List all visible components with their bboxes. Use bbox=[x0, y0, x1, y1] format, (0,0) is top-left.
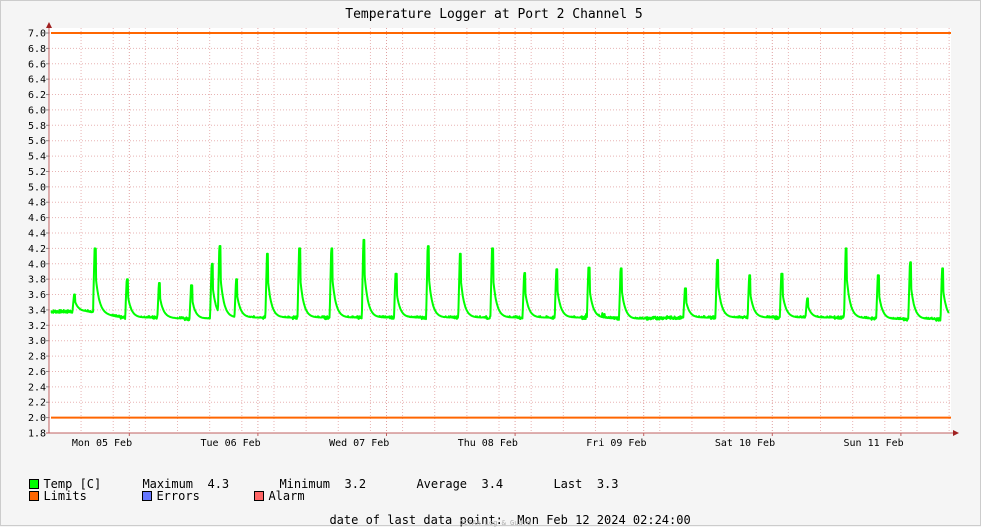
temp-swatch bbox=[29, 479, 40, 489]
watermark-text: OCTAA Log & Guard bbox=[459, 519, 532, 527]
y-tick-label: 4.8 bbox=[28, 198, 46, 209]
y-tick-label: 2.0 bbox=[28, 413, 46, 424]
x-tick-label: Sun 11 Feb bbox=[843, 438, 903, 449]
y-tick-label: 5.2 bbox=[28, 167, 46, 178]
y-tick-label: 5.0 bbox=[28, 182, 46, 193]
x-tick-label: Tue 06 Feb bbox=[200, 438, 260, 449]
y-tick-label: 5.8 bbox=[28, 121, 46, 132]
y-tick-label: 4.6 bbox=[28, 213, 46, 224]
limit-lines bbox=[51, 32, 951, 419]
y-tick-label: 6.6 bbox=[28, 59, 46, 70]
legend-avg-value: 3.4 bbox=[481, 477, 504, 491]
y-tick-label: 5.4 bbox=[28, 152, 46, 163]
x-tick-label: Fri 09 Feb bbox=[586, 438, 646, 449]
legend-max: Maximum 4.3 bbox=[128, 463, 229, 491]
y-tick-label: 6.0 bbox=[28, 105, 46, 116]
x-tick-label: Wed 07 Feb bbox=[329, 438, 389, 449]
legend-max-value: 4.3 bbox=[207, 477, 230, 491]
y-tick-label: 2.2 bbox=[28, 398, 46, 409]
errors-swatch bbox=[142, 491, 153, 501]
legend-min: Minimum 3.2 bbox=[265, 463, 366, 491]
y-tick-label: 6.4 bbox=[28, 75, 46, 86]
y-tick-label: 3.2 bbox=[28, 321, 46, 332]
plot-area bbox=[49, 28, 951, 433]
y-tick-label: 2.6 bbox=[28, 367, 46, 378]
legend-min-label: Minimum bbox=[279, 477, 331, 491]
y-tick-label: 4.4 bbox=[28, 229, 46, 240]
y-tick-label: 3.0 bbox=[28, 336, 46, 347]
last-data-point: date of last data point: Mon Feb 12 2024… bbox=[315, 499, 691, 527]
axes bbox=[46, 22, 959, 436]
y-tick-label: 4.2 bbox=[28, 244, 46, 255]
y-tick-label: 6.2 bbox=[28, 90, 46, 101]
chart-title: Temperature Logger at Port 2 Channel 5 bbox=[345, 7, 642, 22]
legend-min-value: 3.2 bbox=[344, 477, 367, 491]
x-tick-label: Thu 08 Feb bbox=[458, 438, 518, 449]
legend-alarm: Alarm bbox=[240, 475, 305, 503]
legend-max-label: Maximum bbox=[142, 477, 194, 491]
legend-last: Last 3.3 bbox=[539, 463, 619, 491]
watermark: OCTAA Log & Guard bbox=[451, 511, 531, 527]
last-point-value: Mon Feb 12 2024 02:24:00 bbox=[517, 513, 691, 527]
last-point-label: date of last data point: bbox=[329, 513, 503, 527]
legend-alarm-label: Alarm bbox=[268, 489, 305, 503]
tick-labels: 7.0 6.8 6.6 6.4 6.2 6.0 5.8 5.6 5.4 5.2 5.0 4.8 4.6 4… bbox=[28, 29, 904, 450]
y-tick-label: 5.6 bbox=[28, 136, 46, 147]
alarm-swatch bbox=[254, 491, 265, 501]
legend-row-2: Limits bbox=[15, 475, 87, 503]
y-tick-label: 2.8 bbox=[28, 352, 46, 363]
legend-avg: Average 3.4 bbox=[402, 463, 503, 491]
legend-errors: Errors bbox=[128, 475, 200, 503]
legend-last-value: 3.3 bbox=[596, 477, 619, 491]
legend-errors-label: Errors bbox=[156, 489, 200, 503]
y-tick-label: 3.6 bbox=[28, 290, 46, 301]
y-tick-label: 3.4 bbox=[28, 305, 46, 316]
y-tick-label: 6.8 bbox=[28, 44, 46, 55]
x-tick-label: Mon 05 Feb bbox=[72, 438, 132, 449]
x-tick-label: Sat 10 Feb bbox=[715, 438, 775, 449]
y-tick-label: 7.0 bbox=[28, 29, 46, 40]
y-tick-label: 3.8 bbox=[28, 275, 46, 286]
temp-series-line bbox=[50, 238, 950, 322]
legend-limits-label: Limits bbox=[43, 489, 87, 503]
y-tick-label: 4.0 bbox=[28, 259, 46, 270]
y-tick-label: 1.8 bbox=[28, 429, 46, 440]
y-axis-arrow bbox=[46, 22, 52, 28]
legend-avg-label: Average bbox=[416, 477, 468, 491]
limits-swatch bbox=[29, 491, 40, 501]
y-tick-label: 2.4 bbox=[28, 382, 46, 393]
legend-temp-label: Temp [C] bbox=[43, 477, 102, 491]
legend-row-1: Temp [C] bbox=[15, 463, 101, 491]
series-layer bbox=[50, 238, 950, 322]
legend-last-label: Last bbox=[553, 477, 583, 491]
x-axis-arrow bbox=[953, 430, 959, 436]
